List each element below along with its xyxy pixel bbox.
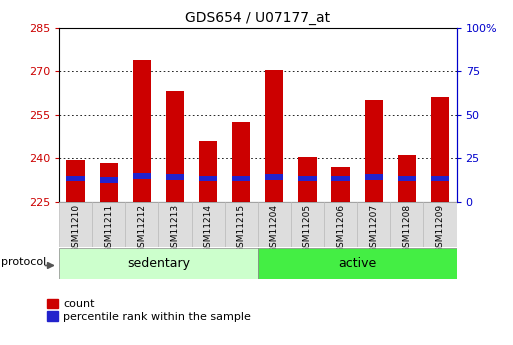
Bar	[67, 160, 85, 202]
FancyBboxPatch shape	[291, 202, 324, 247]
Bar	[265, 70, 284, 202]
Text: sedentary: sedentary	[127, 257, 190, 270]
Bar	[232, 176, 250, 181]
Text: GSM11208: GSM11208	[402, 204, 411, 253]
Legend: count, percentile rank within the sample: count, percentile rank within the sample	[47, 299, 251, 322]
Bar	[199, 176, 217, 181]
Text: GSM11205: GSM11205	[303, 204, 312, 253]
FancyBboxPatch shape	[258, 248, 457, 279]
Bar	[365, 174, 383, 180]
Text: GSM11207: GSM11207	[369, 204, 378, 253]
Text: protocol: protocol	[1, 257, 47, 267]
Bar	[299, 176, 317, 181]
FancyBboxPatch shape	[159, 202, 191, 247]
Text: active: active	[338, 257, 377, 270]
Bar	[299, 157, 317, 202]
Bar	[265, 174, 284, 180]
Bar	[133, 60, 151, 202]
Bar	[166, 174, 184, 180]
FancyBboxPatch shape	[59, 202, 92, 247]
Bar	[133, 173, 151, 179]
Bar	[331, 167, 350, 202]
FancyBboxPatch shape	[258, 202, 291, 247]
FancyBboxPatch shape	[92, 202, 125, 247]
Title: GDS654 / U07177_at: GDS654 / U07177_at	[185, 11, 330, 25]
Bar	[67, 176, 85, 181]
Text: GSM11204: GSM11204	[270, 204, 279, 253]
Text: GSM11210: GSM11210	[71, 204, 80, 253]
FancyBboxPatch shape	[191, 202, 225, 247]
Bar	[100, 162, 118, 202]
Bar	[365, 100, 383, 202]
Bar	[199, 141, 217, 202]
Text: GSM11212: GSM11212	[137, 204, 146, 253]
FancyBboxPatch shape	[357, 202, 390, 247]
FancyBboxPatch shape	[225, 202, 258, 247]
Text: GSM11215: GSM11215	[236, 204, 246, 253]
Bar	[232, 122, 250, 202]
Text: GSM11213: GSM11213	[170, 204, 180, 253]
Bar	[398, 176, 416, 181]
FancyBboxPatch shape	[125, 202, 159, 247]
Text: GSM11206: GSM11206	[336, 204, 345, 253]
FancyBboxPatch shape	[59, 248, 258, 279]
Text: GSM11211: GSM11211	[104, 204, 113, 253]
Bar	[431, 97, 449, 202]
FancyBboxPatch shape	[423, 202, 457, 247]
FancyBboxPatch shape	[324, 202, 357, 247]
Bar	[100, 177, 118, 183]
Bar	[166, 91, 184, 202]
Text: GSM11209: GSM11209	[436, 204, 444, 253]
Bar	[398, 155, 416, 202]
Bar	[431, 176, 449, 181]
Text: GSM11214: GSM11214	[204, 204, 212, 253]
FancyBboxPatch shape	[390, 202, 423, 247]
Bar	[331, 176, 350, 181]
